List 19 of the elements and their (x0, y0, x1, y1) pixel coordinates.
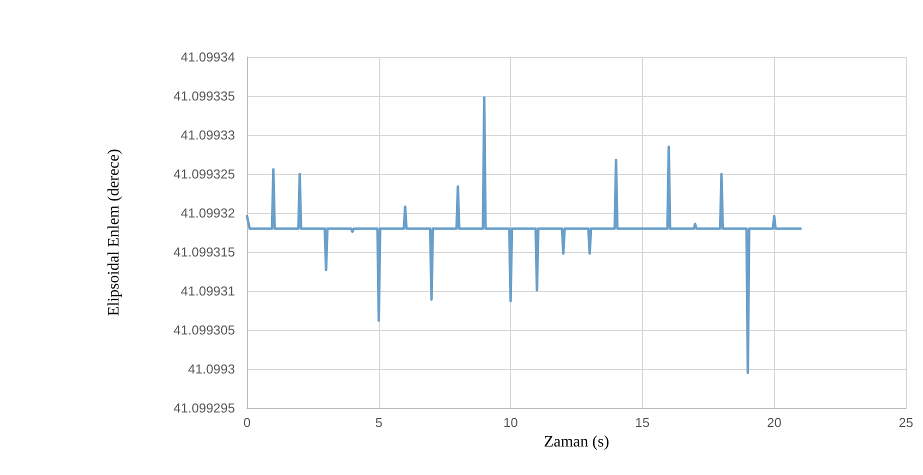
y-tick-label: 41.099335 (174, 88, 235, 104)
x-tick-label: 15 (635, 415, 650, 430)
x-tick-label: 0 (243, 415, 251, 430)
y-tick-label: 41.0993 (188, 362, 235, 376)
y-tick-label: 41.099325 (174, 166, 235, 182)
x-axis-title: Zaman (s) (544, 433, 610, 450)
y-tick-label: 41.099305 (174, 322, 235, 338)
x-tick-label: 10 (503, 415, 518, 430)
y-tick-label: 41.099315 (174, 244, 235, 260)
y-tick-label: 41.09934 (180, 50, 235, 64)
x-tick-label: 20 (766, 415, 782, 430)
y-tick-label: 41.09933 (180, 128, 235, 142)
y-tick-label: 41.099295 (174, 400, 235, 416)
line-series (246, 96, 802, 374)
y-tick-label: 41.09932 (180, 206, 235, 220)
x-tick-label: 5 (375, 415, 382, 430)
y-tick-label: 41.09931 (180, 284, 235, 298)
x-tick-label: 25 (898, 415, 914, 430)
y-axis-title: Elipsoidal Enlem (derece) (106, 148, 122, 316)
